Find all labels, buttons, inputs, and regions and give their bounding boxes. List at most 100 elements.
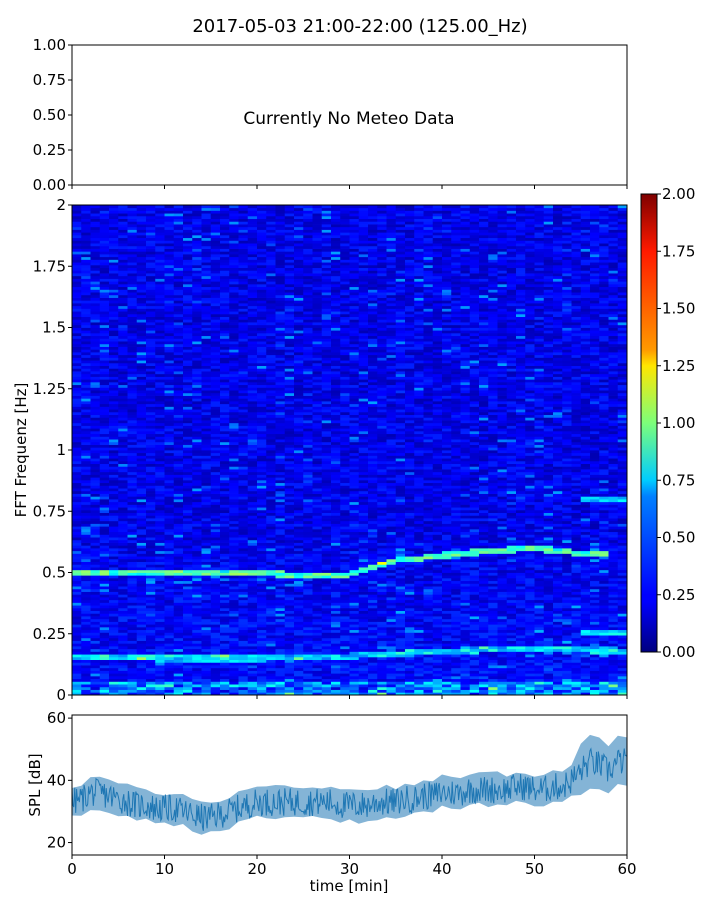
heatmap-cell <box>174 455 184 458</box>
heatmap-cell <box>313 504 323 507</box>
heatmap-cell <box>248 502 258 505</box>
heatmap-cell <box>72 298 82 301</box>
heatmap-cell <box>81 668 91 671</box>
heatmap-cell <box>128 240 138 243</box>
heatmap-cell <box>174 374 184 377</box>
heatmap-cell <box>174 540 184 543</box>
heatmap-cell <box>294 409 304 412</box>
heatmap-cell <box>239 300 249 303</box>
heatmap-cell <box>155 488 165 491</box>
heatmap-cell <box>192 377 202 380</box>
heatmap-cell <box>239 439 249 442</box>
heatmap-cell <box>155 564 165 567</box>
heatmap-cell <box>239 510 249 513</box>
heatmap-cell <box>229 573 239 576</box>
heatmap-cell <box>128 398 138 401</box>
heatmap-cell <box>118 524 128 527</box>
heatmap-cell <box>248 534 258 537</box>
heatmap-cell <box>313 630 323 633</box>
heatmap-cell <box>303 279 313 282</box>
heatmap-cell <box>183 442 193 445</box>
heatmap-cell <box>91 238 101 241</box>
heatmap-cell <box>192 611 202 614</box>
heatmap-cell <box>118 622 128 625</box>
heatmap-cell <box>137 368 147 371</box>
heatmap-cell <box>276 458 286 461</box>
heatmap-cell <box>91 303 101 306</box>
heatmap-cell <box>211 485 221 488</box>
heatmap-cell <box>294 534 304 537</box>
heatmap-cell <box>313 317 323 320</box>
heatmap-cell <box>220 254 230 257</box>
heatmap-cell <box>202 605 212 608</box>
heatmap-cell <box>276 298 286 301</box>
heatmap-cell <box>100 417 110 420</box>
heatmap-cell <box>220 243 230 246</box>
heatmap-cell <box>174 428 184 431</box>
heatmap-cell <box>165 426 175 429</box>
heatmap-cell <box>202 240 212 243</box>
heatmap-cell <box>174 298 184 301</box>
heatmap-cell <box>294 641 304 644</box>
heatmap-cell <box>248 529 258 532</box>
heatmap-cell <box>109 592 119 595</box>
heatmap-cell <box>81 464 91 467</box>
heatmap-cell <box>257 219 267 222</box>
heatmap-cell <box>285 657 295 660</box>
heatmap-cell <box>211 521 221 524</box>
heatmap-cell <box>239 643 249 646</box>
heatmap-cell <box>174 436 184 439</box>
heatmap-cell <box>276 409 286 412</box>
heatmap-cell <box>285 306 295 309</box>
heatmap-cell <box>294 466 304 469</box>
heatmap-cell <box>155 556 165 559</box>
heatmap-cell <box>322 513 332 516</box>
heatmap-cell <box>211 540 221 543</box>
heatmap-cell <box>285 589 295 592</box>
heatmap-cell <box>313 575 323 578</box>
heatmap-cell <box>202 246 212 249</box>
heatmap-cell <box>220 613 230 616</box>
heatmap-cell <box>118 431 128 434</box>
heatmap-cell <box>72 366 82 369</box>
heatmap-cell <box>174 273 184 276</box>
heatmap-cell <box>202 439 212 442</box>
heatmap-cell <box>118 592 128 595</box>
heatmap-cell <box>128 619 138 622</box>
heatmap-cell <box>146 679 156 682</box>
heatmap-cell <box>165 382 175 385</box>
heatmap-cell <box>155 357 165 360</box>
heatmap-cell <box>202 455 212 458</box>
heatmap-cell <box>294 469 304 472</box>
heatmap-cell <box>220 415 230 418</box>
heatmap-cell <box>100 469 110 472</box>
heatmap-cell <box>81 355 91 358</box>
heatmap-cell <box>276 521 286 524</box>
heatmap-cell <box>294 208 304 211</box>
heatmap-cell <box>91 608 101 611</box>
heatmap-cell <box>183 390 193 393</box>
heatmap-cell <box>303 442 313 445</box>
heatmap-cell <box>146 676 156 679</box>
heatmap-cell <box>118 619 128 622</box>
heatmap-cell <box>220 347 230 350</box>
heatmap-cell <box>118 496 128 499</box>
heatmap-cell <box>285 649 295 652</box>
heatmap-cell <box>109 262 119 265</box>
heatmap-cell <box>285 641 295 644</box>
heatmap-cell <box>266 393 276 396</box>
heatmap-cell <box>100 654 110 657</box>
heatmap-cell <box>183 447 193 450</box>
heatmap-cell <box>285 447 295 450</box>
heatmap-cell <box>165 306 175 309</box>
heatmap-cell <box>183 349 193 352</box>
heatmap-cell <box>128 540 138 543</box>
heatmap-cell <box>257 559 267 562</box>
heatmap-cell <box>137 208 147 211</box>
heatmap-cell <box>72 453 82 456</box>
heatmap-cell <box>146 390 156 393</box>
heatmap-cell <box>239 235 249 238</box>
heatmap-cell <box>109 347 119 350</box>
heatmap-cell <box>118 627 128 630</box>
heatmap-cell <box>257 676 267 679</box>
